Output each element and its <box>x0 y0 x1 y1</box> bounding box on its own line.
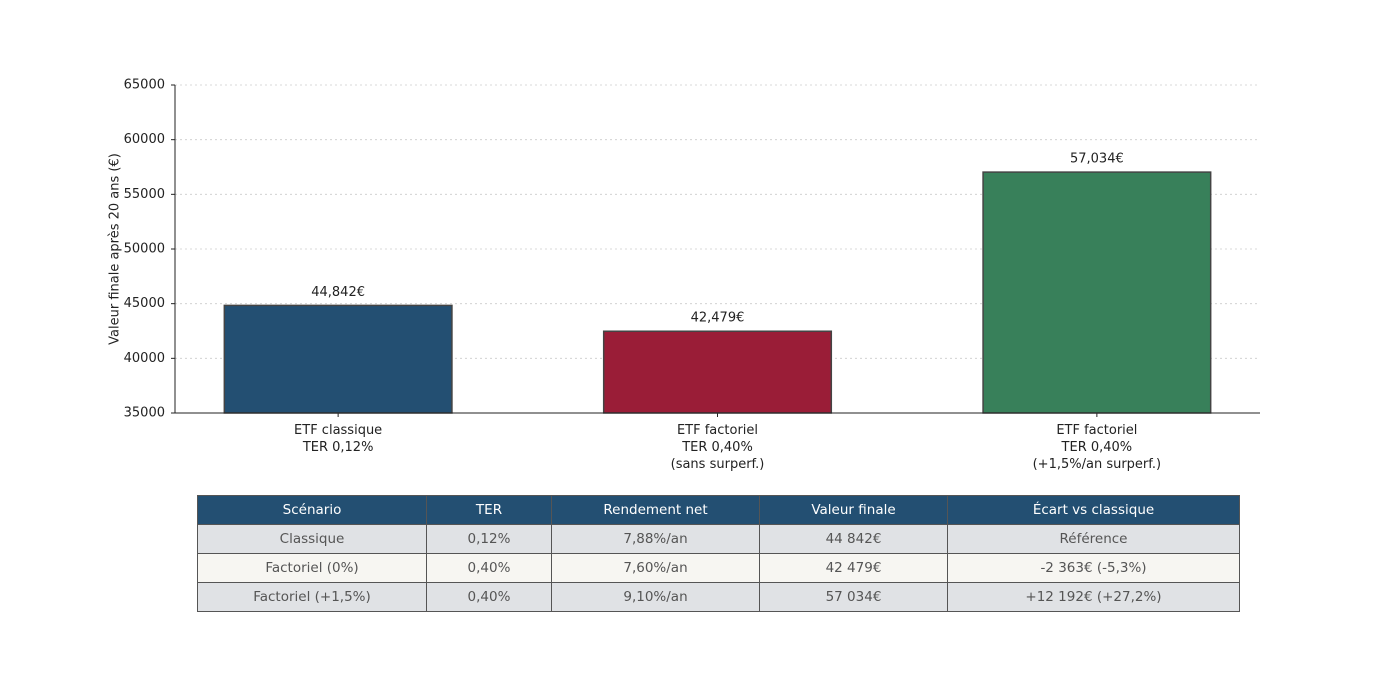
table-row: Factoriel (0%) 0,40% 7,60%/an 42 479€ -2 363… <box>197 553 1240 583</box>
column-header: TER <box>426 495 552 525</box>
y-axis-label: Valeur finale après 20 ans (€) <box>108 153 123 345</box>
bar <box>602 330 833 414</box>
table-cell: -2 363€ (-5,3%) <box>947 553 1240 583</box>
table-cell: 57 034€ <box>759 582 948 612</box>
y-tick-label: 55000 <box>124 187 165 202</box>
column-header: Écart vs classique <box>947 495 1240 525</box>
table-header: Scénario TER Rendement net Valeur finale Éca… <box>197 495 1240 525</box>
table-cell: 9,10%/an <box>551 582 760 612</box>
table-cell: Factoriel (+1,5%) <box>197 582 427 612</box>
table-cell: Factoriel (0%) <box>197 553 427 583</box>
y-tick-label: 40000 <box>124 351 165 366</box>
y-tick-label: 45000 <box>124 296 165 311</box>
value-label: 44,842€ <box>311 285 365 300</box>
x-tick-label: ETF factoriel TER 0,40% (sans surperf.) <box>671 423 765 472</box>
column-header: Rendement net <box>551 495 760 525</box>
table-cell: 0,40% <box>426 553 552 583</box>
table-cell: 44 842€ <box>759 524 948 554</box>
table-cell: +12 192€ (+27,2%) <box>947 582 1240 612</box>
column-header: Valeur finale <box>759 495 948 525</box>
table-cell: 0,12% <box>426 524 552 554</box>
column-header: Scénario <box>197 495 427 525</box>
chart: Valeur finale après 20 ans (€) 35000 4000… <box>108 78 1260 472</box>
table-cell: Référence <box>947 524 1240 554</box>
x-tick-label: ETF factoriel TER 0,40% (+1,5%/an surperf.… <box>1033 423 1162 472</box>
value-label: 57,034€ <box>1070 152 1124 167</box>
summary-table: Scénario TER Rendement net Valeur finale Éca… <box>197 495 1240 612</box>
bar <box>982 171 1212 414</box>
table-row: Classique 0,12% 7,88%/an 44 842€ Référence <box>197 524 1240 554</box>
table-row: Factoriel (+1,5%) 0,40% 9,10%/an 57 034€ +12… <box>197 582 1240 612</box>
table-cell: 7,88%/an <box>551 524 760 554</box>
table-cell: 0,40% <box>426 582 552 612</box>
y-tick-label: 50000 <box>124 242 165 257</box>
y-tick-label: 35000 <box>124 406 165 421</box>
table-cell: 42 479€ <box>759 553 948 583</box>
table-cell: 7,60%/an <box>551 553 760 583</box>
y-tick-label: 65000 <box>124 78 165 93</box>
table-cell: Classique <box>197 524 427 554</box>
value-label: 42,479€ <box>691 311 745 326</box>
y-tick-label: 60000 <box>124 132 165 147</box>
x-tick-label: ETF classique TER 0,12% <box>294 423 382 455</box>
bar <box>223 304 453 414</box>
